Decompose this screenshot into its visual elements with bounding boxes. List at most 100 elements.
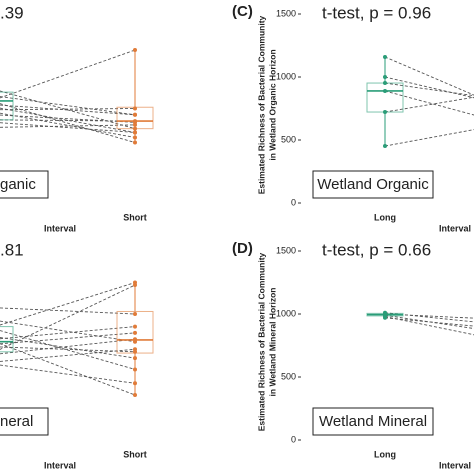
y-tick-label: 1500	[276, 245, 296, 255]
pair-line	[0, 282, 136, 326]
pair-line	[384, 90, 474, 116]
pair-line	[384, 314, 474, 330]
pair-line	[384, 316, 474, 336]
point	[133, 126, 137, 131]
pair-line	[384, 76, 474, 99]
point	[133, 135, 137, 140]
annotation: Wetland Organic	[317, 176, 429, 193]
point	[133, 381, 137, 386]
pair-line	[0, 119, 136, 122]
point	[133, 112, 137, 117]
pair-line	[0, 114, 136, 123]
point	[383, 54, 387, 59]
point	[133, 312, 137, 316]
annotation: ganic	[0, 176, 36, 193]
panel-title: t-test, p = 0.96	[322, 3, 431, 22]
pair-line	[384, 129, 474, 147]
y-tick-label: 1000	[276, 308, 296, 318]
pair-line	[0, 96, 136, 116]
box	[0, 326, 14, 353]
box	[366, 82, 404, 113]
x-tick-label: Short	[123, 449, 147, 459]
point	[133, 324, 137, 329]
pair-line	[0, 122, 136, 133]
point	[133, 330, 137, 335]
pair-line	[0, 108, 136, 111]
y-tick-label: 500	[281, 371, 296, 381]
point	[383, 315, 387, 320]
pair-line	[0, 336, 136, 359]
x-tick-label: Short	[123, 212, 147, 222]
y-tick-label: 1500	[276, 8, 296, 18]
pair-line	[0, 332, 136, 345]
panel: .39 Short Interval ganic	[0, 3, 154, 233]
pair-line	[384, 317, 474, 327]
panel-title: .81	[0, 240, 24, 259]
point	[383, 144, 387, 149]
x-tick-label: Long	[374, 449, 396, 459]
pair-line	[384, 312, 474, 323]
y-tick-label: 1000	[276, 71, 296, 81]
point	[383, 310, 387, 315]
x-axis-title: Interval	[439, 460, 471, 470]
pair-line	[0, 364, 136, 384]
point	[133, 349, 137, 354]
point	[133, 119, 137, 124]
pair-line	[0, 338, 136, 355]
pair-line	[0, 330, 136, 370]
pair-line	[0, 307, 136, 315]
pair-line	[0, 124, 136, 128]
point	[133, 339, 137, 344]
point	[133, 393, 137, 398]
pair-line	[0, 104, 136, 116]
annotation-box	[0, 407, 49, 436]
annotation-box	[312, 407, 434, 436]
y-axis-title: in Wetland Organic Horizon	[267, 49, 277, 160]
annotation-box	[312, 170, 434, 199]
y-axis-title: Estimated Richness of Bacterial Communit…	[256, 252, 266, 431]
box	[0, 91, 14, 121]
point	[133, 48, 137, 53]
annotation-box	[0, 170, 49, 199]
pair-line	[384, 82, 474, 97]
y-tick-label: 0	[291, 197, 296, 207]
pair-line	[384, 56, 474, 96]
point	[133, 367, 137, 372]
annotation: Wetland Mineral	[319, 413, 427, 430]
pair-line	[0, 107, 136, 133]
point	[133, 130, 137, 135]
x-axis-title: Interval	[44, 460, 76, 470]
point	[133, 140, 137, 145]
x-axis-title: Interval	[44, 223, 76, 233]
panel-label: (D)	[232, 240, 253, 257]
panel-title: t-test, p = 0.66	[322, 240, 431, 259]
panel: .81 Short Interval neral	[0, 240, 154, 470]
point	[133, 356, 137, 361]
point	[133, 106, 137, 111]
point	[383, 75, 387, 79]
y-axis-title: Estimated Richness of Bacterial Communit…	[256, 15, 266, 194]
y-axis-title: in Wetland Mineral Horizon	[267, 288, 277, 397]
pair-line	[0, 49, 136, 99]
pair-line	[0, 326, 136, 340]
x-tick-label: Long	[374, 212, 396, 222]
panel: t-test, p = 0.66 (D)Estimated Richness of…	[232, 240, 474, 470]
point	[383, 110, 387, 115]
pair-line	[0, 320, 136, 343]
panel-label: (C)	[232, 3, 253, 20]
annotation: neral	[0, 413, 33, 430]
pair-line	[384, 96, 474, 113]
panel-title: .39	[0, 3, 24, 22]
panel: t-test, p = 0.96 (C)Estimated Richness of…	[232, 3, 474, 233]
point	[133, 283, 137, 288]
point	[383, 81, 387, 86]
point	[383, 88, 387, 93]
y-tick-label: 0	[291, 434, 296, 444]
y-tick-label: 500	[281, 134, 296, 144]
point	[133, 122, 137, 127]
pair-line	[0, 112, 136, 138]
pair-line	[0, 284, 136, 350]
pair-line	[0, 103, 136, 143]
x-axis-title: Interval	[439, 223, 471, 233]
